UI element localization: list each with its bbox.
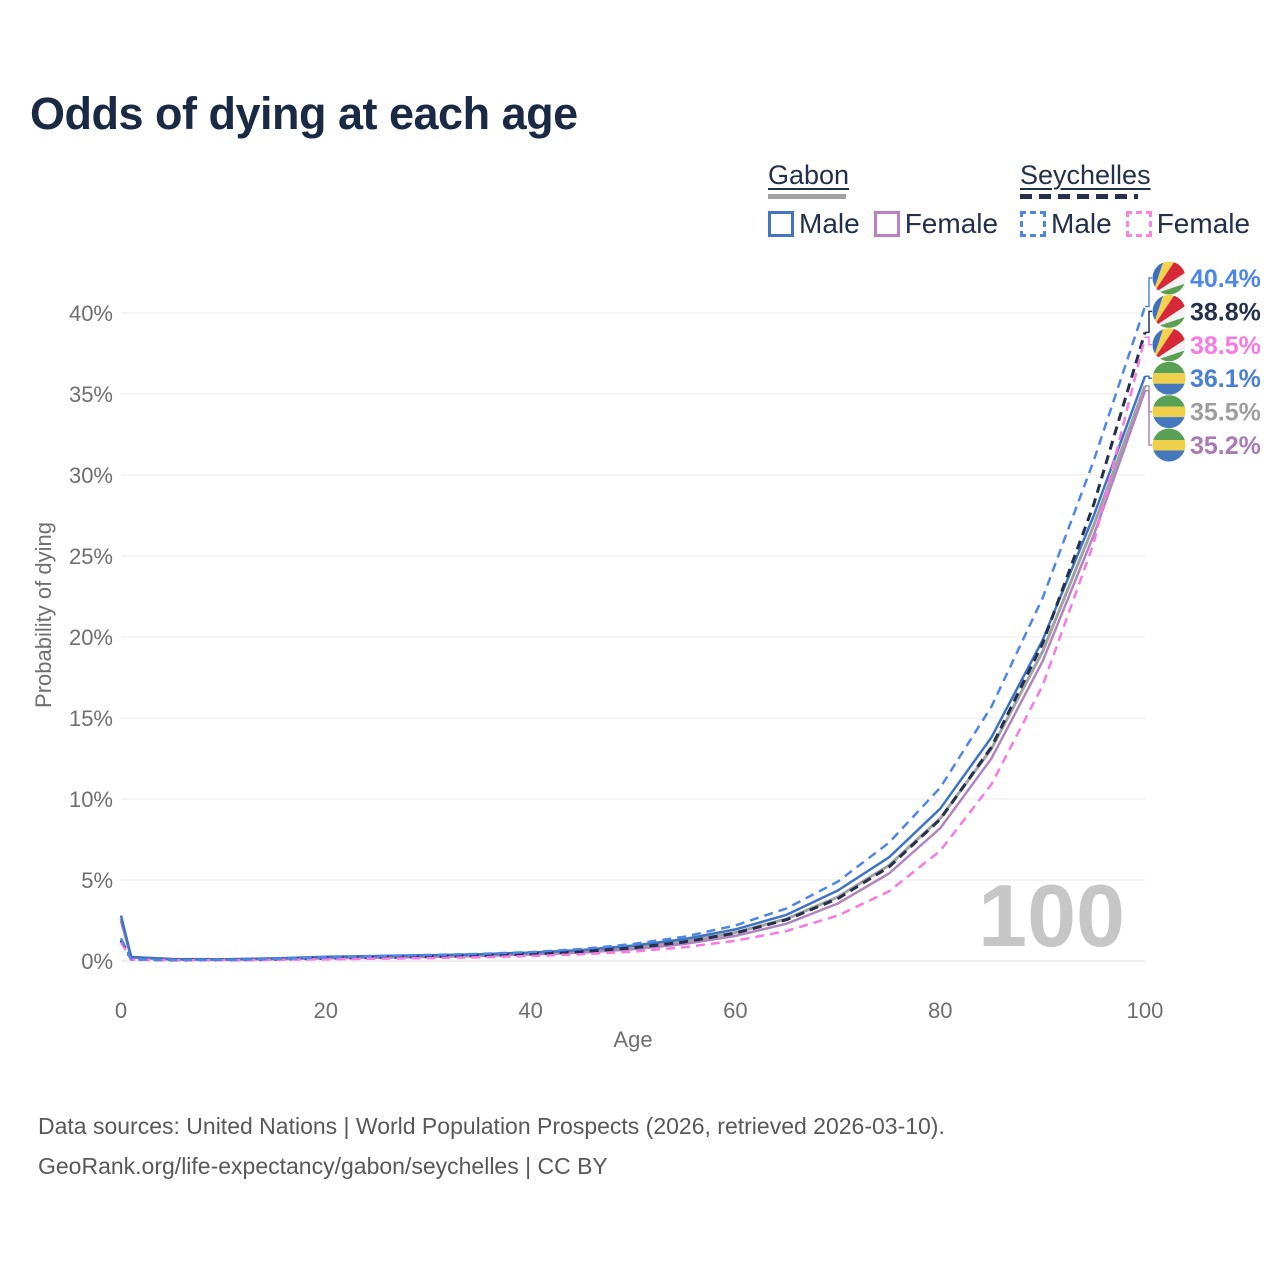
- data-source-line: Data sources: United Nations | World Pop…: [38, 1113, 945, 1139]
- end-value-label-seychelles_female: 38.5%: [1190, 332, 1261, 360]
- y-tick-label: 25%: [69, 544, 113, 569]
- end-value-label-gabon_both: 35.5%: [1190, 399, 1261, 427]
- y-tick-label: 40%: [69, 301, 113, 326]
- gabon-flag-icon: [1153, 362, 1186, 395]
- seychelles-flag-icon: [1153, 262, 1186, 295]
- end-label-connector-seychelles_both: [1145, 310, 1152, 334]
- seychelles-male-swatch-icon: [1020, 211, 1046, 237]
- end-value-label-gabon_female: 35.2%: [1190, 432, 1261, 460]
- y-tick-label: 10%: [69, 787, 113, 812]
- x-tick-label: 40: [518, 998, 542, 1023]
- x-tick-label: 60: [723, 998, 747, 1023]
- series-line-gabon_female: [119, 390, 1147, 961]
- gabon-flag-icon: [1153, 429, 1186, 462]
- x-tick-label: 100: [1127, 998, 1164, 1023]
- y-tick-label: 5%: [81, 868, 113, 893]
- series-layer: [119, 306, 1147, 962]
- seychelles-flag-icon: [1153, 328, 1186, 361]
- data-source-footer: Data sources: United Nations | World Pop…: [38, 1106, 945, 1186]
- series-line-seychelles_both: [119, 331, 1147, 962]
- age-watermark: 100: [978, 866, 1125, 965]
- gabon-female-swatch-icon: [873, 211, 900, 237]
- legend-item-gabon-male[interactable]: Male: [768, 208, 860, 240]
- grid-layer: 0% 5% 10% 15% 20% 25% 30% 35% 40% 0 20 40 60 80 100: [69, 301, 1163, 1023]
- gabon-both-line-sample: [768, 194, 846, 199]
- attribution-line: GeoRank.org/life-expectancy/gabon/seyche…: [38, 1153, 608, 1179]
- end-value-label-gabon_male: 36.1%: [1190, 365, 1261, 393]
- end-label-connector-gabon_female: [1145, 390, 1152, 446]
- series-line-seychelles_female: [119, 336, 1147, 962]
- y-tick-label: 35%: [69, 382, 113, 407]
- legend-item-gabon-female[interactable]: Female: [873, 208, 999, 240]
- series-line-gabon_male: [119, 375, 1147, 961]
- legend-item-label: Female: [904, 208, 999, 239]
- seychelles-both-line-sample: [1020, 194, 1138, 199]
- seychelles-flag-icon: [1153, 295, 1186, 328]
- legend-item-label: Male: [799, 208, 860, 239]
- series-line-seychelles_male: [119, 306, 1147, 962]
- legend-header-gabon[interactable]: Gabon: [768, 160, 850, 190]
- y-tick-label: 20%: [69, 625, 113, 650]
- x-tick-label: 80: [928, 998, 952, 1023]
- x-axis-title: Age: [613, 1027, 653, 1052]
- end-label-connector-seychelles_male: [1145, 277, 1152, 308]
- legend-header-seychelles[interactable]: Seychelles: [1020, 160, 1151, 190]
- y-tick-label: 30%: [69, 463, 113, 488]
- legend-item-seychelles-female[interactable]: Female: [1125, 208, 1251, 240]
- end-label-layer: 40.4% 38.8% 38.5% 36.1% 35.5% 35.2%: [1145, 262, 1261, 462]
- legend-item-label: Male: [1051, 208, 1112, 239]
- x-tick-label: 20: [314, 998, 338, 1023]
- end-value-label-seychelles_male: 40.4%: [1190, 265, 1261, 293]
- end-label-connector-gabon_male: [1145, 375, 1152, 379]
- y-axis-title: Probability of dying: [31, 522, 56, 708]
- page-title: Odds of dying at each age: [30, 88, 578, 139]
- gabon-flag-icon: [1153, 395, 1186, 428]
- legend-item-seychelles-male[interactable]: Male: [1020, 208, 1112, 240]
- y-tick-label: 15%: [69, 706, 113, 731]
- legend-item-label: Female: [1156, 208, 1251, 239]
- y-tick-label: 0%: [81, 949, 113, 974]
- end-label-connector-seychelles_female: [1145, 336, 1152, 346]
- gabon-male-swatch-icon: [768, 211, 794, 237]
- legend-group-gabon: Gabon Male Female: [768, 160, 998, 240]
- legend-group-seychelles: Seychelles Male Female: [1020, 160, 1250, 240]
- seychelles-female-swatch-icon: [1125, 211, 1152, 237]
- x-tick-label: 0: [115, 998, 127, 1023]
- end-value-label-seychelles_both: 38.8%: [1190, 298, 1261, 326]
- series-line-gabon_both: [119, 385, 1147, 961]
